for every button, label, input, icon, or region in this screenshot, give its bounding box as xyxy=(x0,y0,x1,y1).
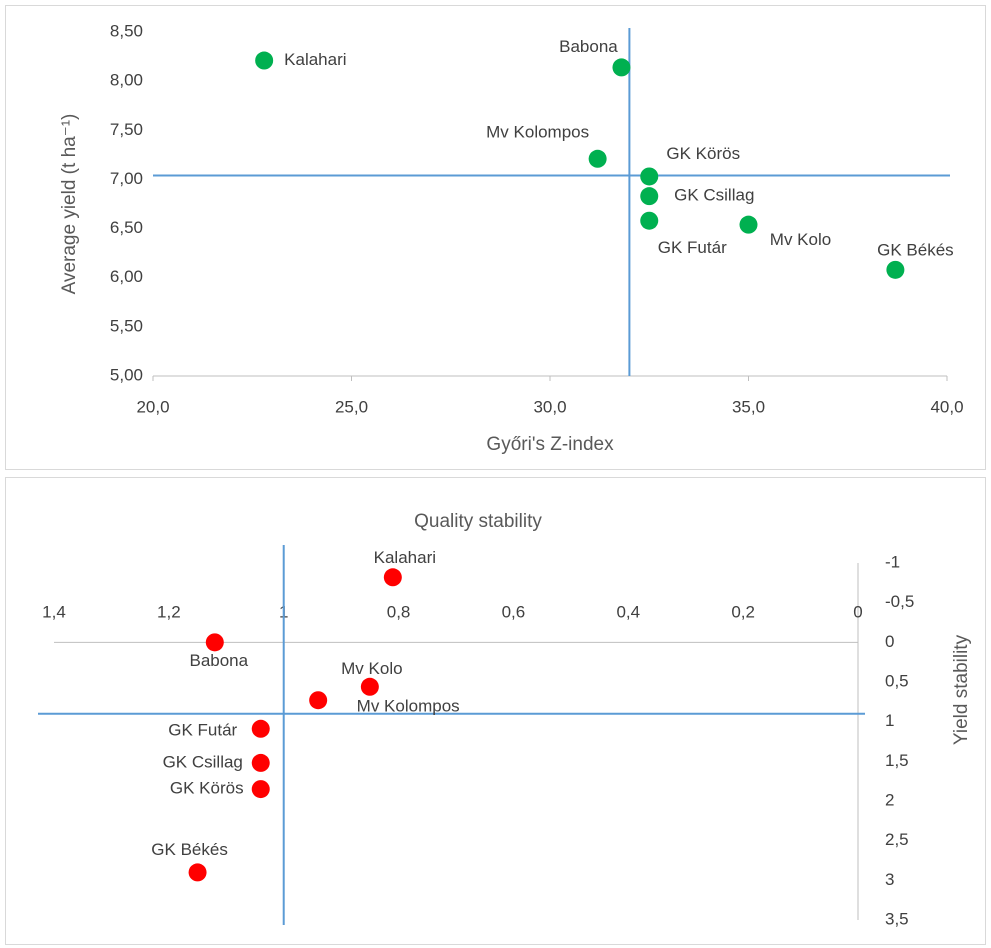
y-tick-label: -0,5 xyxy=(885,592,914,611)
point xyxy=(588,149,607,168)
x-tick-label: 0,2 xyxy=(731,602,755,621)
y-tick-label: 0,5 xyxy=(885,671,909,690)
x-axis-title: Győri's Z-index xyxy=(486,434,614,455)
x-axis-title: Quality stability xyxy=(414,511,542,532)
point xyxy=(188,863,207,882)
point xyxy=(886,260,905,279)
x-tick-label: 35,0 xyxy=(732,397,765,416)
x-tick-label: 20,0 xyxy=(136,397,169,416)
point xyxy=(383,568,402,587)
point-label: GK Csillag xyxy=(674,186,754,205)
point-label: Mv Kolo xyxy=(341,659,402,678)
point-label: Babona xyxy=(559,37,618,56)
x-tick-label: 0,6 xyxy=(502,602,526,621)
y-tick-label: 1 xyxy=(885,711,894,730)
y-tick-label: 8,50 xyxy=(110,21,143,40)
y-tick-label: 7,00 xyxy=(110,169,143,188)
point xyxy=(360,677,379,696)
x-tick-label: 40,0 xyxy=(930,397,963,416)
x-tick-label: 0,4 xyxy=(616,602,640,621)
point xyxy=(205,633,224,652)
y-tick-label: 2 xyxy=(885,790,894,809)
x-tick-label: 0,8 xyxy=(387,602,411,621)
point-label: GK Körös xyxy=(170,779,244,798)
point xyxy=(739,215,758,234)
y-tick-label: 3,5 xyxy=(885,909,909,928)
y-tick-label: 8,00 xyxy=(110,71,143,90)
panel xyxy=(5,5,986,470)
y-axis-title: Yield stability xyxy=(951,634,972,745)
point xyxy=(612,58,631,77)
x-tick-label: 0 xyxy=(853,602,862,621)
y-tick-label: 2,5 xyxy=(885,830,909,849)
point-label: GK Békés xyxy=(151,840,228,859)
point-label: Mv Kolompos xyxy=(486,122,589,141)
x-tick-label: 1,4 xyxy=(42,602,66,621)
point xyxy=(640,187,659,206)
point xyxy=(255,51,274,70)
x-tick-label: 1,2 xyxy=(157,602,181,621)
point xyxy=(251,753,270,772)
point-label: Mv Kolompos xyxy=(357,697,460,716)
point-label: GK Futár xyxy=(658,238,727,257)
point-label: Kalahari xyxy=(374,548,436,567)
point-label: GK Futár xyxy=(168,720,237,739)
y-tick-label: 5,50 xyxy=(110,316,143,335)
point xyxy=(640,167,659,186)
point-label: GK Békés xyxy=(877,240,954,259)
point xyxy=(251,780,270,799)
point-label: Babona xyxy=(189,651,248,670)
x-tick-label: 25,0 xyxy=(335,397,368,416)
y-tick-label: 1,5 xyxy=(885,751,909,770)
y-tick-label: 0 xyxy=(885,632,894,651)
point-label: Mv Kolo xyxy=(770,230,831,249)
panel xyxy=(5,477,986,945)
y-tick-label: 7,50 xyxy=(110,120,143,139)
point-label: GK Csillag xyxy=(163,752,243,771)
point-label: Kalahari xyxy=(284,50,346,69)
x-tick-label: 30,0 xyxy=(533,397,566,416)
y-tick-label: -1 xyxy=(885,552,900,571)
y-axis-title: Average yield (t ha⁻¹) xyxy=(59,114,80,295)
point-label: GK Körös xyxy=(666,144,740,163)
point xyxy=(309,691,328,710)
y-tick-label: 5,00 xyxy=(110,365,143,384)
point xyxy=(251,719,270,738)
y-tick-label: 6,00 xyxy=(110,267,143,286)
point xyxy=(640,211,659,230)
y-tick-label: 3 xyxy=(885,870,894,889)
y-tick-label: 6,50 xyxy=(110,218,143,237)
